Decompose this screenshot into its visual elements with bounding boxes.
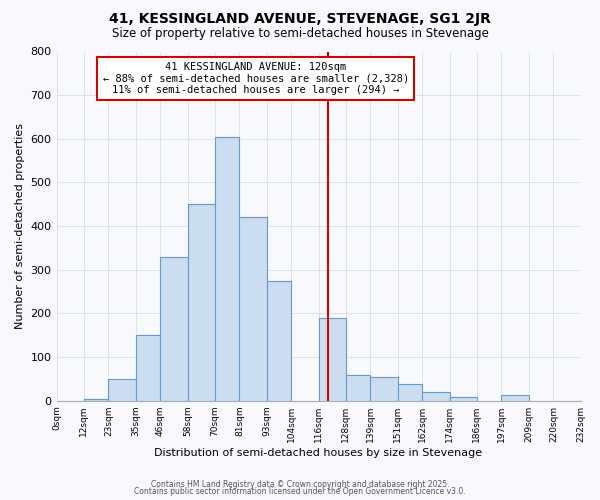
Bar (370, 376, 398, 400)
Bar (239, 218, 266, 400)
Bar (449, 397, 476, 400)
Text: Size of property relative to semi-detached houses in Stevenage: Size of property relative to semi-detach… (112, 28, 488, 40)
Bar (319, 318, 346, 400)
Bar (422, 392, 449, 400)
Bar (215, 136, 239, 400)
Bar (188, 204, 215, 400)
Text: 41 KESSINGLAND AVENUE: 120sqm
← 88% of semi-detached houses are smaller (2,328)
: 41 KESSINGLAND AVENUE: 120sqm ← 88% of s… (103, 62, 409, 95)
X-axis label: Distribution of semi-detached houses by size in Stevenage: Distribution of semi-detached houses by … (154, 448, 482, 458)
Text: Contains HM Land Registry data © Crown copyright and database right 2025.: Contains HM Land Registry data © Crown c… (151, 480, 449, 489)
Text: 41, KESSINGLAND AVENUE, STEVENAGE, SG1 2JR: 41, KESSINGLAND AVENUE, STEVENAGE, SG1 2… (109, 12, 491, 26)
Bar (266, 280, 292, 400)
Bar (398, 384, 422, 400)
Bar (136, 335, 160, 400)
Bar (83, 398, 109, 400)
Text: Contains public sector information licensed under the Open Government Licence v3: Contains public sector information licen… (134, 487, 466, 496)
Bar (160, 256, 188, 400)
Bar (346, 374, 370, 400)
Y-axis label: Number of semi-detached properties: Number of semi-detached properties (15, 123, 25, 329)
Bar (502, 396, 529, 400)
Bar (109, 379, 136, 400)
